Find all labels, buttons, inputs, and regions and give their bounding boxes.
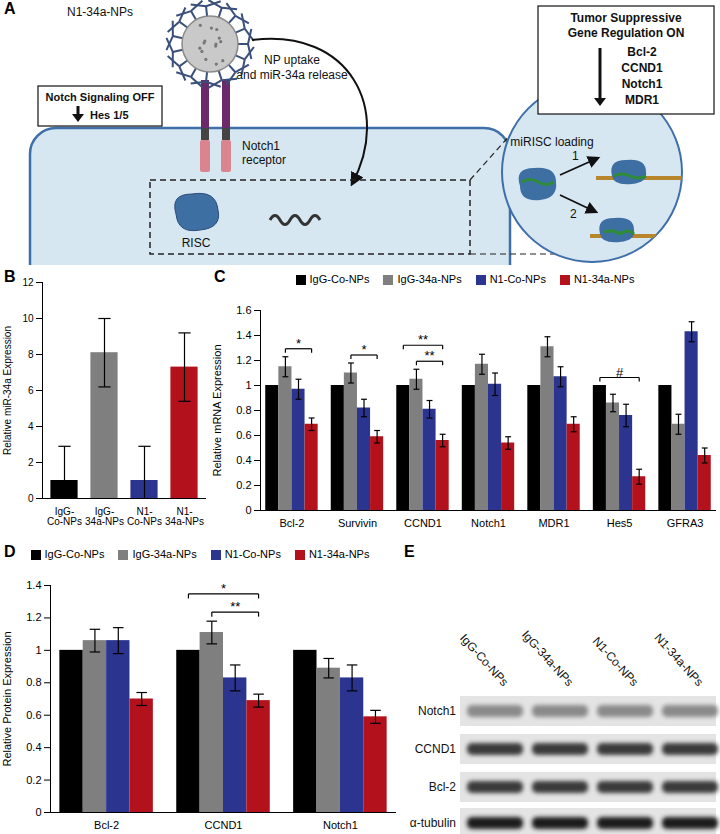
svg-text:Hes5: Hes5 xyxy=(607,517,633,529)
svg-text:*: * xyxy=(361,342,366,357)
svg-text:CCND1: CCND1 xyxy=(404,517,442,529)
svg-text:0: 0 xyxy=(245,504,251,516)
svg-text:N1-34a-NPs: N1-34a-NPs xyxy=(652,631,707,689)
html-text:IgG-34a-NPs: IgG-34a-NPs xyxy=(132,548,197,560)
svg-text:Notch Signaling OFF: Notch Signaling OFF xyxy=(46,91,155,103)
html-text:D: D xyxy=(4,543,16,560)
html-text:C: C xyxy=(214,268,226,285)
html-text:N1-34a-NPs: N1-34a-NPs xyxy=(308,548,370,560)
svg-text:IgG-34a-NPs: IgG-34a-NPs xyxy=(519,628,576,689)
svg-text:1.2: 1.2 xyxy=(26,611,41,623)
svg-text:0.8: 0.8 xyxy=(236,404,251,416)
svg-text:GFRA3: GFRA3 xyxy=(667,517,704,529)
svg-text:MDR1: MDR1 xyxy=(538,517,569,529)
svg-text:1.2: 1.2 xyxy=(236,354,251,366)
svg-text:CCND1: CCND1 xyxy=(415,742,457,756)
svg-text:N1-Co-NPs: N1-Co-NPs xyxy=(590,634,641,689)
svg-text:4: 4 xyxy=(28,421,34,432)
svg-text:Relative miR-34a Expression: Relative miR-34a Expression xyxy=(2,326,13,455)
svg-text:#: # xyxy=(616,365,624,380)
svg-text:0.6: 0.6 xyxy=(236,429,251,441)
svg-text:0: 0 xyxy=(28,493,34,504)
svg-text:Bcl-2: Bcl-2 xyxy=(627,45,657,59)
svg-text:**: ** xyxy=(230,599,240,614)
html-text:IgG-Co-NPs: IgG-Co-NPs xyxy=(309,273,370,285)
html-text:IgG-Co-NPs: IgG-Co-NPs xyxy=(44,548,105,560)
svg-text:10: 10 xyxy=(22,313,34,324)
svg-text:0.8: 0.8 xyxy=(26,676,41,688)
html-text:E: E xyxy=(404,543,415,560)
svg-text:Relative mRNA Expression: Relative mRNA Expression xyxy=(211,344,223,476)
svg-text:2: 2 xyxy=(570,207,577,221)
svg-text:1: 1 xyxy=(572,149,579,163)
svg-text:*: * xyxy=(221,581,226,596)
svg-text:Notch1: Notch1 xyxy=(622,77,663,91)
svg-text:N1-34a-NPs: N1-34a-NPs xyxy=(67,5,133,19)
svg-text:0.4: 0.4 xyxy=(236,454,251,466)
html-text:A: A xyxy=(4,0,16,17)
svg-text:**: ** xyxy=(418,332,428,347)
svg-text:Bcl-2: Bcl-2 xyxy=(429,780,457,794)
svg-text:IgG-Co-NPs: IgG-Co-NPs xyxy=(47,506,82,527)
svg-text:Relative Protein Expression: Relative Protein Expression xyxy=(1,631,13,766)
svg-text:NP uptake: NP uptake xyxy=(264,53,320,67)
html-text:B: B xyxy=(4,268,16,285)
svg-text:*: * xyxy=(296,336,301,351)
svg-text:1.6: 1.6 xyxy=(236,304,251,316)
svg-text:Bcl-2: Bcl-2 xyxy=(94,819,119,831)
svg-text:6: 6 xyxy=(28,385,34,396)
svg-text:Bcl-2: Bcl-2 xyxy=(279,517,304,529)
svg-text:CCND1: CCND1 xyxy=(621,61,663,75)
svg-text:**: ** xyxy=(424,348,434,363)
svg-text:Notch1: Notch1 xyxy=(242,139,280,153)
html-text:IgG-34a-NPs: IgG-34a-NPs xyxy=(397,273,462,285)
svg-text:8: 8 xyxy=(28,349,34,360)
svg-text:0.2: 0.2 xyxy=(236,479,251,491)
svg-text:0: 0 xyxy=(35,806,41,818)
svg-text:CCND1: CCND1 xyxy=(205,819,243,831)
svg-text:0.2: 0.2 xyxy=(26,774,41,786)
svg-text:Survivin: Survivin xyxy=(338,517,377,529)
svg-text:1: 1 xyxy=(245,379,251,391)
svg-text:Hes 1/5: Hes 1/5 xyxy=(90,109,129,121)
html-text:N1-34a-NPs: N1-34a-NPs xyxy=(573,273,635,285)
svg-text:Gene Regulation ON: Gene Regulation ON xyxy=(568,26,685,40)
svg-text:N1-34a-NPs: N1-34a-NPs xyxy=(165,506,204,527)
svg-text:0.6: 0.6 xyxy=(26,709,41,721)
svg-text:Notch1: Notch1 xyxy=(418,704,456,718)
svg-text:1.4: 1.4 xyxy=(236,329,251,341)
html-text:N1-Co-NPs: N1-Co-NPs xyxy=(224,548,281,560)
svg-text:MDR1: MDR1 xyxy=(625,93,659,107)
svg-text:12: 12 xyxy=(22,277,34,288)
svg-text:and miR-34a release: and miR-34a release xyxy=(236,68,348,82)
svg-text:1: 1 xyxy=(35,644,41,656)
svg-text:Notch1: Notch1 xyxy=(323,819,358,831)
svg-text:2: 2 xyxy=(28,457,34,468)
svg-text:0.4: 0.4 xyxy=(26,741,41,753)
svg-text:α-tubulin: α-tubulin xyxy=(410,816,456,830)
svg-text:Tumor Suppressive: Tumor Suppressive xyxy=(570,11,681,25)
html-text:N1-Co-NPs: N1-Co-NPs xyxy=(489,273,546,285)
svg-text:1.4: 1.4 xyxy=(26,579,41,591)
svg-text:miRISC loading: miRISC loading xyxy=(510,135,593,149)
svg-text:RISC: RISC xyxy=(182,236,211,250)
svg-text:IgG-Co-NPs: IgG-Co-NPs xyxy=(457,631,511,689)
svg-text:IgG-34a-NPs: IgG-34a-NPs xyxy=(85,506,124,527)
svg-text:N1-Co-NPs: N1-Co-NPs xyxy=(127,506,162,527)
svg-text:Notch1: Notch1 xyxy=(471,517,506,529)
svg-text:receptor: receptor xyxy=(242,153,286,167)
